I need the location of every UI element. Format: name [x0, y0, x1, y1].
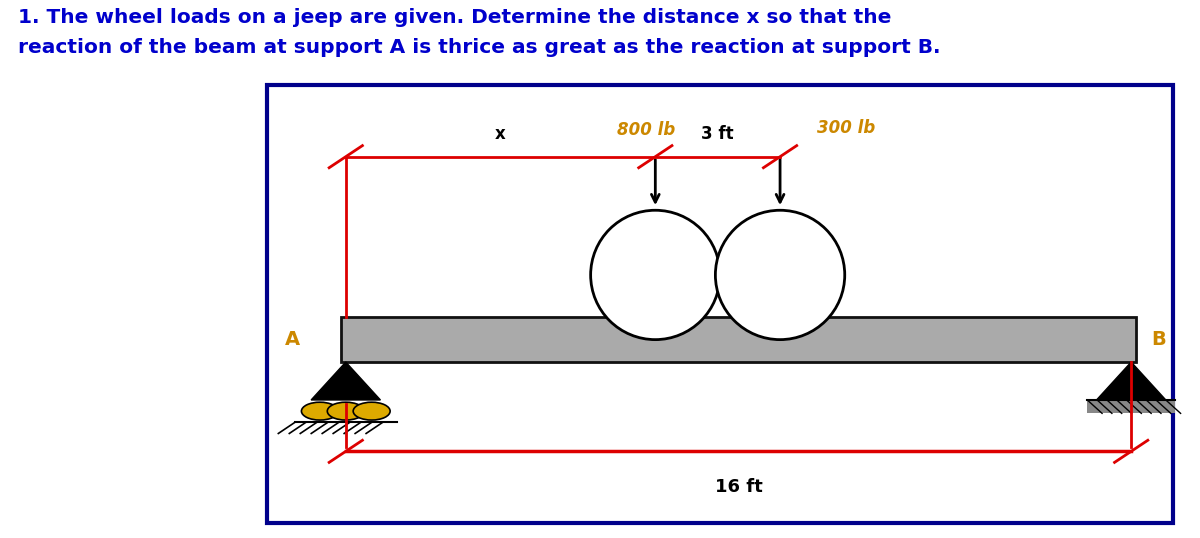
Circle shape	[301, 402, 338, 420]
Bar	[1087, 400, 1175, 413]
Circle shape	[328, 402, 365, 420]
Text: 800 lb: 800 lb	[617, 121, 676, 139]
Text: A: A	[284, 330, 300, 349]
Ellipse shape	[590, 210, 720, 339]
Text: reaction of the beam at support A is thrice as great as the reaction at support : reaction of the beam at support A is thr…	[18, 38, 941, 56]
Ellipse shape	[715, 210, 845, 339]
Text: x: x	[496, 125, 506, 143]
Text: 1. The wheel loads on a jeep are given. Determine the distance x so that the: 1. The wheel loads on a jeep are given. …	[18, 8, 892, 27]
Bar	[341, 317, 1135, 362]
Text: 3 ft: 3 ft	[701, 125, 734, 143]
Text: 300 lb: 300 lb	[817, 118, 875, 137]
Text: 16 ft: 16 ft	[715, 478, 762, 496]
Circle shape	[353, 402, 390, 420]
Polygon shape	[311, 362, 380, 400]
Text: B: B	[1152, 330, 1166, 349]
Polygon shape	[1097, 362, 1166, 400]
